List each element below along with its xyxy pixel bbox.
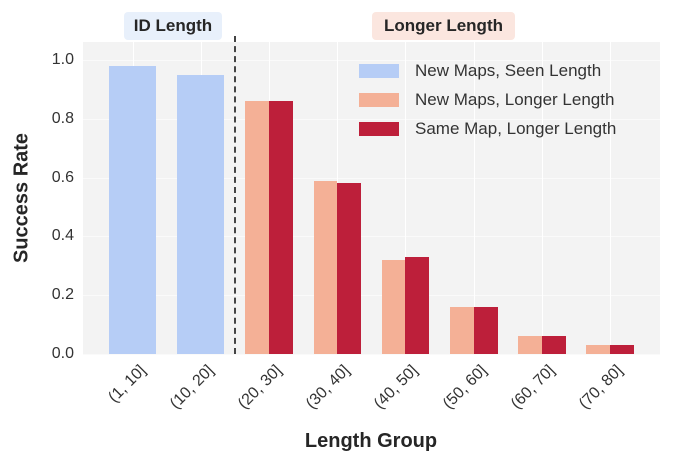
x-tick-label: (60, 70] (507, 362, 558, 413)
legend-label: New Maps, Longer Length (415, 89, 615, 109)
bar-new-maps-longer-length (518, 336, 542, 354)
bar-same-map-longer-length (268, 101, 293, 354)
bar-new-maps-seen-length (177, 74, 225, 354)
h-gridline (83, 236, 660, 238)
bar-same-map-longer-length (473, 306, 498, 354)
v-gridline (609, 42, 611, 354)
x-tick-label: (1, 10] (104, 362, 149, 407)
legend-item: New Maps, Seen Length (355, 56, 616, 85)
h-gridline (83, 118, 660, 120)
v-gridline (405, 42, 407, 354)
longer-length-label: Longer Length (372, 12, 515, 40)
legend-item: New Maps, Longer Length (355, 85, 616, 114)
bar-new-maps-seen-length (109, 65, 156, 354)
legend-label: New Maps, Seen Length (415, 60, 602, 80)
id-length-label: ID Length (124, 12, 222, 40)
bar-new-maps-longer-length (313, 180, 338, 354)
y-axis-label: Success Rate (10, 132, 33, 264)
x-tick-label: (10, 20] (166, 362, 217, 413)
v-gridline (541, 42, 543, 354)
y-tick-label: 0.2 (51, 286, 74, 304)
bar-same-map-longer-length (609, 345, 634, 354)
h-gridline (83, 177, 660, 179)
bar-same-map-longer-length (337, 183, 362, 354)
h-gridline (83, 60, 660, 61)
legend-swatch-icon (359, 92, 399, 107)
x-tick-label: (30, 40] (302, 362, 354, 413)
legend-swatch-icon (359, 121, 399, 136)
bar-new-maps-longer-length (450, 306, 474, 354)
x-tick-label: (20, 30] (234, 362, 286, 413)
y-tick-label: 0.6 (51, 168, 74, 186)
y-tick-label: 1.0 (51, 51, 74, 68)
y-tick-label: 0.0 (51, 345, 74, 362)
h-gridline (83, 354, 660, 355)
y-tick-label: 0.4 (51, 227, 74, 245)
bar-new-maps-longer-length (245, 101, 269, 354)
bar-new-maps-longer-length (586, 345, 610, 354)
legend: New Maps, Seen Length New Maps, Longer Le… (355, 56, 616, 143)
x-tick-label: (50, 60] (439, 362, 490, 413)
region-divider (234, 36, 236, 354)
v-gridline (473, 42, 475, 354)
x-tick-label: (40, 50] (371, 362, 422, 413)
y-tick-label: 0.8 (51, 109, 74, 127)
legend-item: Same Map, Longer Length (355, 114, 616, 143)
x-tick-label: (70, 80] (575, 362, 627, 413)
bar-new-maps-longer-length (381, 259, 406, 354)
bar-same-map-longer-length (541, 336, 566, 354)
h-gridline (83, 295, 660, 297)
bar-same-map-longer-length (405, 256, 430, 354)
legend-label: Same Map, Longer Length (415, 118, 617, 138)
legend-swatch-icon (359, 63, 399, 78)
x-axis-label: Length Group (304, 430, 438, 452)
